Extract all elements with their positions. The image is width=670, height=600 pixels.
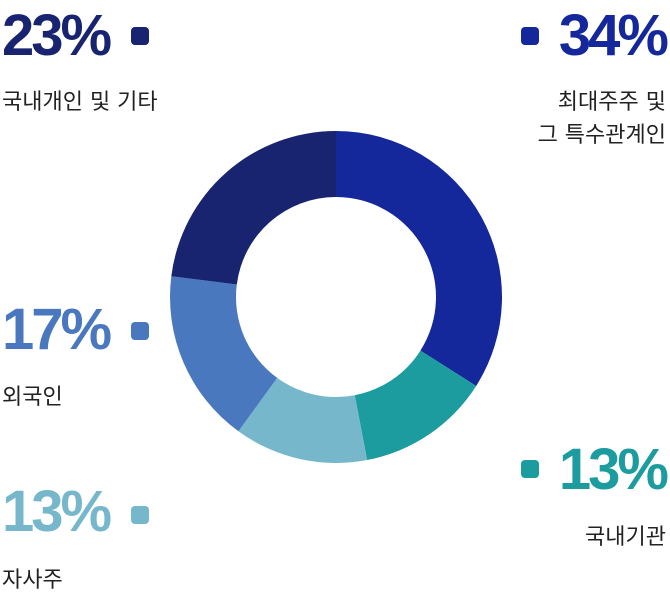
legend-swatch bbox=[521, 27, 539, 45]
legend-domestic-institution: 13% 국내기관 bbox=[470, 435, 670, 560]
legend-swatch bbox=[521, 460, 539, 478]
legend-pct: 23% bbox=[2, 3, 112, 68]
legend-label: 자사주 bbox=[2, 568, 63, 593]
donut-slice-1 bbox=[336, 131, 502, 386]
donut-slice-2 bbox=[354, 350, 477, 461]
legend-treasury-stock: 13% 자사주 bbox=[0, 478, 200, 600]
legend-domestic-individual: 23% 국내개인 및 기타 bbox=[0, 0, 200, 130]
legend-swatch bbox=[131, 27, 149, 45]
legend-pct: 34% bbox=[558, 3, 669, 68]
legend-label: 국내개인 및 기타 bbox=[2, 90, 158, 115]
legend-label: 국내기관 bbox=[585, 525, 666, 550]
legend-swatch bbox=[131, 322, 149, 340]
legend-label: 외국인 bbox=[2, 385, 63, 410]
legend-pct: 17% bbox=[2, 297, 112, 362]
legend-major-shareholder: 34% 최대주주 및 그 특수관계인 bbox=[470, 0, 670, 170]
donut-slice-4 bbox=[169, 276, 278, 432]
legend-pct: 13% bbox=[558, 437, 669, 502]
legend-pct: 13% bbox=[2, 479, 112, 544]
donut-slice-3 bbox=[238, 377, 368, 463]
legend-swatch bbox=[131, 506, 149, 524]
donut-slice-5 bbox=[171, 131, 336, 285]
legend-foreign: 17% 외국인 bbox=[0, 300, 200, 420]
legend-label: 최대주주 및 그 특수관계인 bbox=[537, 90, 666, 148]
